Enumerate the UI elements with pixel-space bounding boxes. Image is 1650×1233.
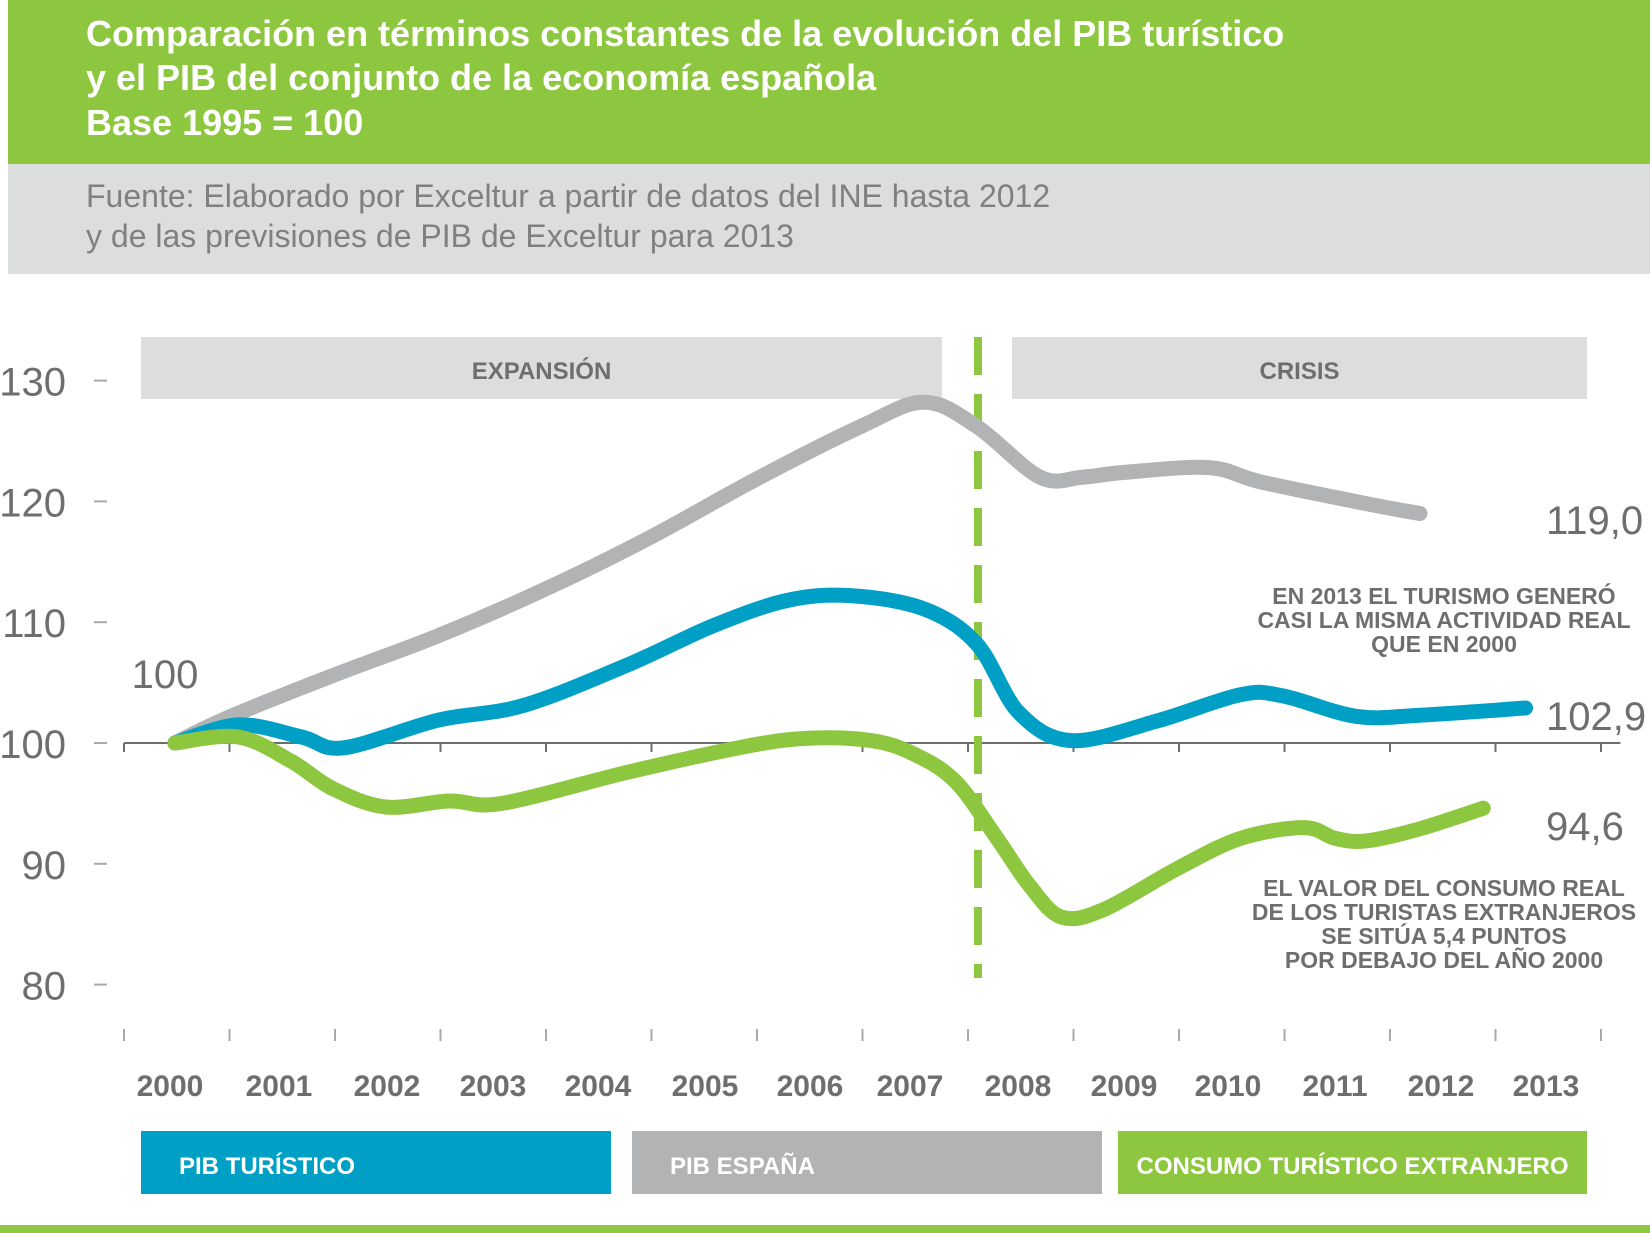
x-tick-label-2012: 2012 [1408,1070,1475,1103]
series-consumo-end-point [1475,800,1491,816]
series-pib-espana-line [167,394,1428,751]
legend-item-2 [632,1131,1102,1194]
annotation-2-line-3: SE SITÚA 5,4 PUNTOS [1321,922,1566,949]
annotation-2-line-4: POR DEBAJO DEL AÑO 2000 [1285,946,1603,973]
title-band [8,0,1650,164]
annotation-1-line-2: CASI LA MISMA ACTIVIDAD REAL [1257,607,1630,633]
annotation-2-line-1: EL VALOR DEL CONSUMO REAL [1263,875,1625,901]
series-pib-turistico-end-label: 102,9 [1546,695,1646,739]
x-tick-label-2010: 2010 [1195,1070,1262,1103]
phase-label-1: EXPANSIÓN [472,357,612,385]
source-band [8,164,1650,274]
phase-bar-1 [141,337,942,399]
y-tick-label-130: 130 [0,361,66,405]
phase-label-2: CRISIS [1259,358,1339,385]
y-tick-label-110: 110 [2,602,66,646]
series-consumo-line [167,728,1491,927]
bottom-rule [0,1225,1650,1233]
x-tick-label-2001: 2001 [246,1070,313,1103]
x-tick-label-2000: 2000 [137,1070,204,1103]
x-tick-label-2011: 2011 [1302,1070,1367,1103]
source-line-1: Fuente: Elaborado por Exceltur a partir … [86,178,1051,214]
x-tick-label-2007: 2007 [877,1070,944,1103]
series-pib-espana-end-point [1412,505,1428,521]
x-tick-label-2004: 2004 [565,1070,632,1103]
y-tick-label-120: 120 [0,481,66,525]
x-tick-label-2009: 2009 [1091,1070,1158,1103]
x-tick-label-2002: 2002 [354,1070,421,1103]
start-value-label: 100 [132,653,199,697]
x-tick-label-2005: 2005 [672,1070,739,1103]
x-tick-label-2003: 2003 [460,1070,527,1103]
series-pib-turistico-line [167,587,1533,756]
annotation-1-line-1: EN 2013 EL TURISMO GENERÓ [1272,582,1615,609]
legend-item-3 [1118,1131,1587,1194]
chart-title-line-3: Base 1995 = 100 [86,102,364,143]
annotation-2-line-2: DE LOS TURISTAS EXTRANJEROS [1252,899,1636,925]
annotation-1-line-3: QUE EN 2000 [1371,631,1517,657]
x-tick-label-2008: 2008 [985,1070,1052,1103]
legend-label-1: PIB TURÍSTICO [179,1152,355,1180]
x-tick-label-2013: 2013 [1513,1070,1580,1103]
series-pib-espana-end-label: 119,0 [1546,499,1643,543]
chart-title-line-1: Comparación en términos constantes de la… [86,13,1285,54]
source-line-2: y de las previsiones de PIB de Exceltur … [86,218,794,254]
legend-label-3: CONSUMO TURÍSTICO EXTRANJERO [1136,1152,1568,1180]
y-tick-label-100: 100 [0,723,66,767]
legend-label-2: PIB ESPAÑA [670,1152,815,1180]
series-consumo-end-label: 94,6 [1546,805,1624,849]
y-tick-label-90: 90 [22,844,67,888]
x-tick-label-2006: 2006 [777,1070,844,1103]
legend-item-1 [141,1131,611,1194]
series-pib-turistico-end-point [1517,700,1533,716]
y-tick-label-80: 80 [22,965,67,1009]
phase-bar-2 [1012,337,1587,399]
chart-title-line-2: y el PIB del conjunto de la economía esp… [86,57,877,98]
